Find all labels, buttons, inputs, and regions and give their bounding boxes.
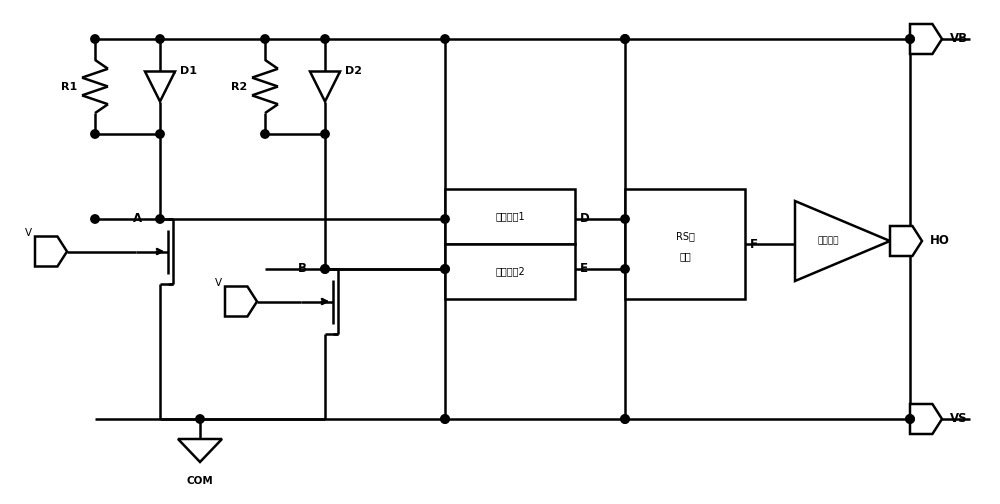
Text: VB: VB — [950, 32, 968, 45]
Circle shape — [196, 415, 204, 423]
Circle shape — [156, 215, 164, 223]
Circle shape — [441, 415, 449, 423]
Polygon shape — [145, 72, 175, 101]
Text: 发器: 发器 — [679, 251, 691, 261]
Text: 滤波电路1: 滤波电路1 — [495, 212, 525, 221]
Text: off: off — [227, 291, 237, 300]
Text: V: V — [215, 279, 222, 288]
Polygon shape — [225, 286, 257, 317]
Circle shape — [91, 35, 99, 43]
Text: RS触: RS触 — [676, 231, 694, 241]
Text: VS: VS — [950, 412, 968, 425]
Circle shape — [261, 35, 269, 43]
Text: COM: COM — [187, 476, 213, 486]
Bar — [625, 189, 745, 299]
Circle shape — [156, 35, 164, 43]
Text: V: V — [25, 228, 32, 238]
Circle shape — [321, 130, 329, 138]
Circle shape — [906, 35, 914, 43]
Polygon shape — [178, 439, 222, 462]
Circle shape — [91, 215, 99, 223]
Circle shape — [441, 415, 449, 423]
Circle shape — [906, 415, 914, 423]
Text: R1: R1 — [61, 82, 77, 92]
Circle shape — [441, 215, 449, 223]
Text: HO: HO — [930, 234, 950, 247]
Circle shape — [906, 415, 914, 423]
Circle shape — [321, 265, 329, 273]
Text: D: D — [580, 213, 590, 225]
Circle shape — [261, 130, 269, 138]
Circle shape — [91, 130, 99, 138]
Polygon shape — [310, 72, 340, 101]
Text: E: E — [580, 263, 588, 276]
Bar — [445, 244, 575, 299]
Circle shape — [621, 265, 629, 273]
Circle shape — [621, 215, 629, 223]
Circle shape — [621, 35, 629, 43]
Circle shape — [156, 130, 164, 138]
Text: 滤波电路2: 滤波电路2 — [495, 267, 525, 277]
Text: D2: D2 — [345, 67, 362, 77]
Text: R2: R2 — [231, 82, 247, 92]
Bar — [445, 189, 575, 244]
Circle shape — [621, 35, 629, 43]
Text: on: on — [37, 241, 46, 250]
Text: 驱动电路: 驱动电路 — [818, 236, 839, 245]
Circle shape — [906, 35, 914, 43]
Polygon shape — [910, 24, 942, 54]
Polygon shape — [890, 226, 922, 256]
Text: F: F — [750, 237, 758, 250]
Text: B: B — [298, 263, 307, 276]
Circle shape — [321, 35, 329, 43]
Circle shape — [441, 265, 449, 273]
Polygon shape — [795, 201, 890, 281]
Text: D1: D1 — [180, 67, 197, 77]
Circle shape — [441, 35, 449, 43]
Text: A: A — [133, 213, 142, 225]
Circle shape — [321, 265, 329, 273]
Circle shape — [621, 415, 629, 423]
Polygon shape — [910, 404, 942, 434]
Circle shape — [441, 265, 449, 273]
Polygon shape — [35, 236, 67, 267]
Circle shape — [621, 415, 629, 423]
